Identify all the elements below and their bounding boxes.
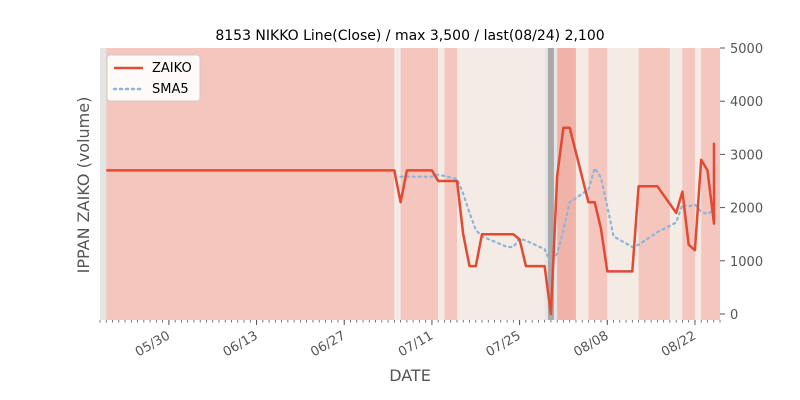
x-axis-label: DATE [389, 366, 431, 385]
y-tick-label: 2000 [730, 202, 763, 217]
legend: ZAIKO SMA5 [106, 54, 201, 102]
legend-box [106, 54, 201, 102]
highlight-line [547, 48, 554, 320]
y-tick-label: 1000 [730, 255, 763, 270]
y-tick-label: 0 [730, 308, 738, 323]
x-tick-label: 05/30 [133, 328, 173, 360]
x-tick-label: 07/11 [396, 328, 436, 360]
date-band-7 [575, 48, 589, 320]
chart-title: 8153 NIKKO Line(Close) / max 3,500 / las… [215, 28, 604, 44]
x-tick-label: 07/25 [484, 328, 524, 360]
y-tick-label: 4000 [730, 95, 763, 110]
date-band-14 [701, 48, 720, 320]
highlight-marker [547, 48, 554, 320]
series-layer [106, 126, 716, 316]
date-bands [106, 48, 720, 320]
legend-label-sma5: SMA5 [152, 82, 189, 97]
y-axis: 0 1000 2000 3000 4000 5000 [720, 42, 763, 323]
y-axis-label: IPPAN ZAIKO (volume) [74, 97, 93, 274]
date-band-3 [438, 48, 445, 320]
date-band-5 [456, 48, 545, 320]
date-band-13 [694, 48, 702, 320]
x-tick-label: 08/22 [659, 328, 699, 360]
x-axis: 05/30 06/13 06/27 07/11 07/25 08/08 08/22 [99, 320, 721, 360]
date-band-9 [607, 48, 639, 320]
x-tick-label: 06/27 [308, 328, 348, 360]
date-band-11 [669, 48, 683, 320]
y-tick-label: 5000 [730, 42, 763, 57]
y-tick-label: 3000 [730, 148, 763, 163]
series-line-zaiko [106, 126, 716, 316]
date-band-2 [400, 48, 439, 320]
date-band-12 [682, 48, 695, 320]
legend-label-zaiko: ZAIKO [152, 61, 192, 76]
date-band-10 [638, 48, 670, 320]
date-band-8 [588, 48, 608, 320]
x-tick-label: 08/08 [571, 328, 611, 360]
x-tick-label: 06/13 [221, 328, 261, 360]
date-band-4 [444, 48, 457, 320]
date-band-6 [557, 48, 576, 320]
